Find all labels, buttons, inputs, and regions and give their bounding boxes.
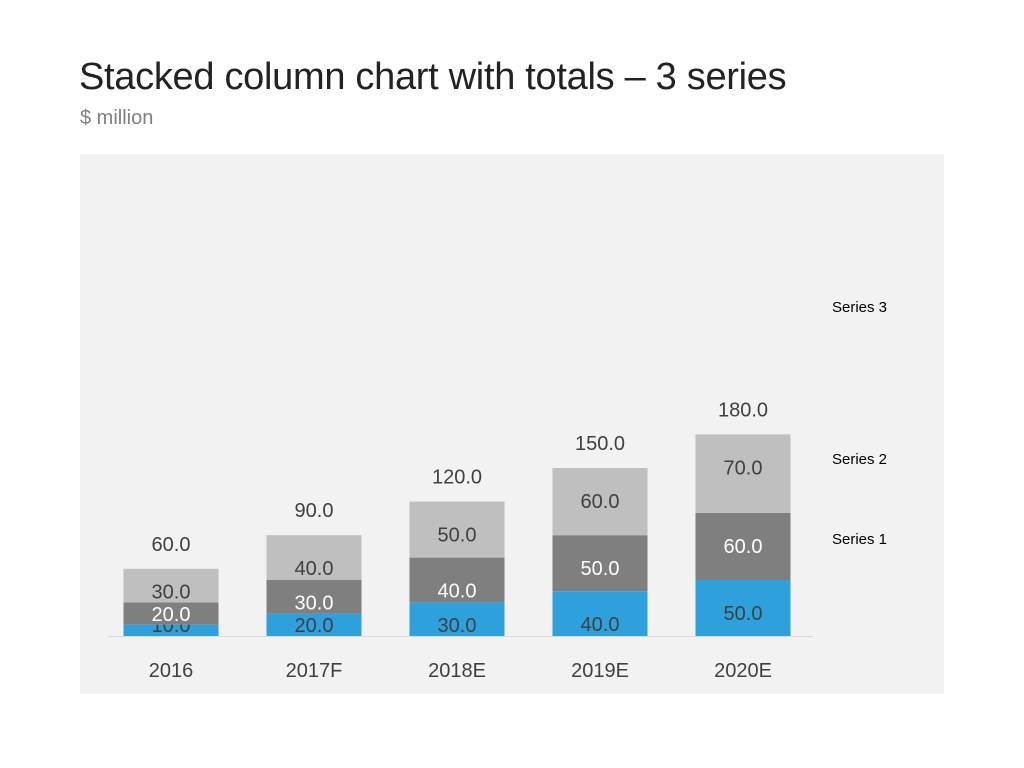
- total-label-2016: 60.0: [152, 534, 191, 556]
- total-label-2017F: 90.0: [295, 500, 334, 522]
- legend-label-series2: Series 2: [832, 451, 887, 468]
- data-label-series3-2018E: 50.0: [438, 525, 477, 547]
- x-tick-label-2018E: 2018E: [428, 660, 486, 682]
- bar-series1-2020E: [695, 580, 791, 636]
- bar-series2-2019E: [552, 535, 648, 592]
- data-label-series3-2017F: 40.0: [295, 558, 334, 580]
- data-label-series2-2020E: 60.0: [724, 536, 763, 558]
- bar-series1-2019E: [552, 591, 648, 636]
- chart-area: 10.0 20.0 30.0 60.0 2016 20.0 30.0 40.0 90.0 2017…: [80, 154, 944, 694]
- data-label-series2-2019E: 50.0: [581, 558, 620, 580]
- bar-series2-2016: [123, 602, 219, 625]
- data-label-series1-2018E: 30.0: [438, 615, 477, 637]
- total-label-2018E: 120.0: [432, 467, 482, 489]
- data-label-series3-2016: 30.0: [152, 581, 191, 603]
- data-label-series2-2016: 20.0: [152, 604, 191, 626]
- x-tick-label-2017F: 2017F: [286, 660, 343, 682]
- bar-series3-2016: [123, 568, 219, 603]
- chart-title: Stacked column chart with totals – 3 ser…: [79, 56, 787, 98]
- data-label-series1-2019E: 40.0: [581, 614, 620, 636]
- data-label-series1-2017F: 20.0: [295, 615, 334, 637]
- bar-series1-2017F: [266, 613, 362, 636]
- legend-label-series1: Series 1: [832, 531, 887, 548]
- bar-series1-2018E: [409, 602, 505, 636]
- bar-series3-2019E: [552, 468, 648, 536]
- total-label-2020E: 180.0: [718, 399, 768, 421]
- x-tick-label-2019E: 2019E: [571, 660, 629, 682]
- data-label-series2-2018E: 40.0: [438, 581, 477, 603]
- data-label-series3-2019E: 60.0: [581, 491, 620, 513]
- data-label-series3-2020E: 70.0: [724, 457, 763, 479]
- x-tick-label-2016: 2016: [149, 660, 194, 682]
- chart-subtitle: $ million: [80, 107, 154, 129]
- data-label-series1-2020E: 50.0: [724, 603, 763, 625]
- legend-label-series3: Series 3: [832, 299, 887, 316]
- bar-series1-2016: [123, 624, 219, 636]
- bar-series3-2017F: [266, 535, 362, 580]
- bar-series3-2018E: [409, 501, 505, 558]
- data-label-series2-2017F: 30.0: [295, 593, 334, 615]
- x-tick-label-2020E: 2020E: [714, 660, 772, 682]
- bar-series2-2017F: [266, 580, 362, 614]
- bar-series3-2020E: [695, 434, 791, 513]
- bar-series2-2020E: [695, 512, 791, 580]
- bar-series2-2018E: [409, 557, 505, 603]
- total-label-2019E: 150.0: [575, 433, 625, 455]
- stacked-column-chart: 10.020.030.060.0201620.030.040.090.02017…: [108, 299, 887, 682]
